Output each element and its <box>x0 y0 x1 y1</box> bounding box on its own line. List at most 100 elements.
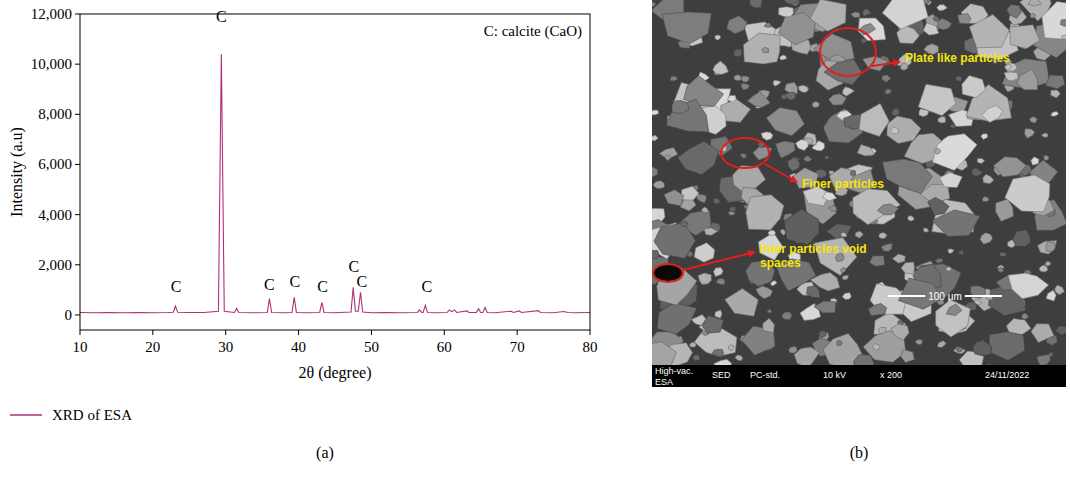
particle <box>713 61 729 74</box>
particle <box>892 254 905 263</box>
particle <box>799 85 809 92</box>
arrow <box>872 62 900 66</box>
particle <box>746 195 784 230</box>
x-tick <box>298 330 299 335</box>
particle <box>948 249 954 254</box>
particle <box>937 5 948 11</box>
particle <box>653 181 665 189</box>
highlight-circle <box>653 264 683 282</box>
particle <box>983 174 994 184</box>
particle <box>946 304 962 315</box>
particle <box>807 286 820 298</box>
scale-bar <box>888 295 925 297</box>
info-text: SED <box>712 370 731 380</box>
particle <box>803 156 811 162</box>
particle <box>725 289 759 317</box>
particle <box>1005 175 1050 212</box>
particle <box>1004 72 1018 81</box>
particle <box>933 134 978 171</box>
peak-label: C <box>171 278 182 295</box>
particle <box>1041 133 1048 137</box>
x-tick-label: 20 <box>145 339 160 355</box>
particle <box>819 330 827 337</box>
particle <box>824 59 862 85</box>
particle <box>704 228 718 235</box>
y-tick-label: 10,000 <box>31 56 72 72</box>
particle <box>1038 241 1057 255</box>
particle <box>1060 19 1066 26</box>
particle <box>877 204 898 215</box>
y-tick-label: 12,000 <box>31 6 72 22</box>
particle <box>891 109 900 116</box>
particle <box>1000 252 1007 257</box>
particle <box>842 293 851 300</box>
particle <box>940 173 963 188</box>
info-text: High-vac. <box>655 366 693 376</box>
y-tick <box>75 114 80 115</box>
particle <box>828 94 846 105</box>
particle <box>859 24 876 35</box>
particle <box>1031 324 1054 343</box>
particle <box>981 134 988 140</box>
particle <box>1046 75 1065 89</box>
particle <box>779 7 794 17</box>
particle <box>1046 290 1056 301</box>
particle <box>1017 69 1038 90</box>
particle <box>712 349 724 357</box>
particle <box>882 159 932 193</box>
particle <box>873 344 881 351</box>
particle <box>882 75 892 82</box>
particle <box>761 132 773 140</box>
particle <box>747 92 770 107</box>
particle <box>915 340 922 345</box>
arrow <box>765 164 797 182</box>
particle <box>908 216 915 221</box>
peak-label: C <box>290 273 301 290</box>
particle <box>716 278 725 285</box>
legend-label: XRD of ESA <box>52 407 132 423</box>
particle <box>1007 5 1022 19</box>
note: C: calcite (CaO) <box>484 23 582 40</box>
particle <box>740 153 747 159</box>
particle <box>859 103 889 136</box>
particle <box>840 268 846 273</box>
sem-image <box>652 0 1066 387</box>
particle <box>1010 25 1040 49</box>
particle <box>1028 0 1042 6</box>
info-text: x 200 <box>880 370 902 380</box>
particle <box>994 157 1026 177</box>
particle <box>763 318 775 333</box>
plot-frame <box>80 14 590 330</box>
particle <box>713 198 720 204</box>
particle <box>664 190 684 206</box>
info-bar <box>652 365 1066 387</box>
particle <box>969 14 1009 47</box>
particle <box>928 197 950 215</box>
particle <box>937 341 946 348</box>
particle <box>750 0 763 8</box>
particle <box>690 342 696 347</box>
particle <box>956 347 962 352</box>
info-text: PC-std. <box>750 370 780 380</box>
particle <box>958 250 964 255</box>
peak-label: C <box>264 276 275 293</box>
particle <box>654 223 696 259</box>
particle <box>1055 285 1065 295</box>
particle <box>678 141 720 175</box>
particle <box>796 140 809 151</box>
particle <box>702 316 724 334</box>
info-text: 24/11/2022 <box>985 370 1029 380</box>
peak-label: C <box>317 278 328 295</box>
particle <box>958 14 972 24</box>
particle <box>771 280 778 286</box>
particle <box>936 300 971 337</box>
particle <box>1051 90 1061 98</box>
particle <box>784 92 796 100</box>
image-annotation: Plate like particles <box>905 51 1010 65</box>
particle <box>694 329 737 357</box>
particle <box>680 221 688 226</box>
x-tick-label: 50 <box>364 339 379 355</box>
particle <box>670 76 677 81</box>
particle <box>734 75 741 81</box>
particle <box>784 209 819 245</box>
